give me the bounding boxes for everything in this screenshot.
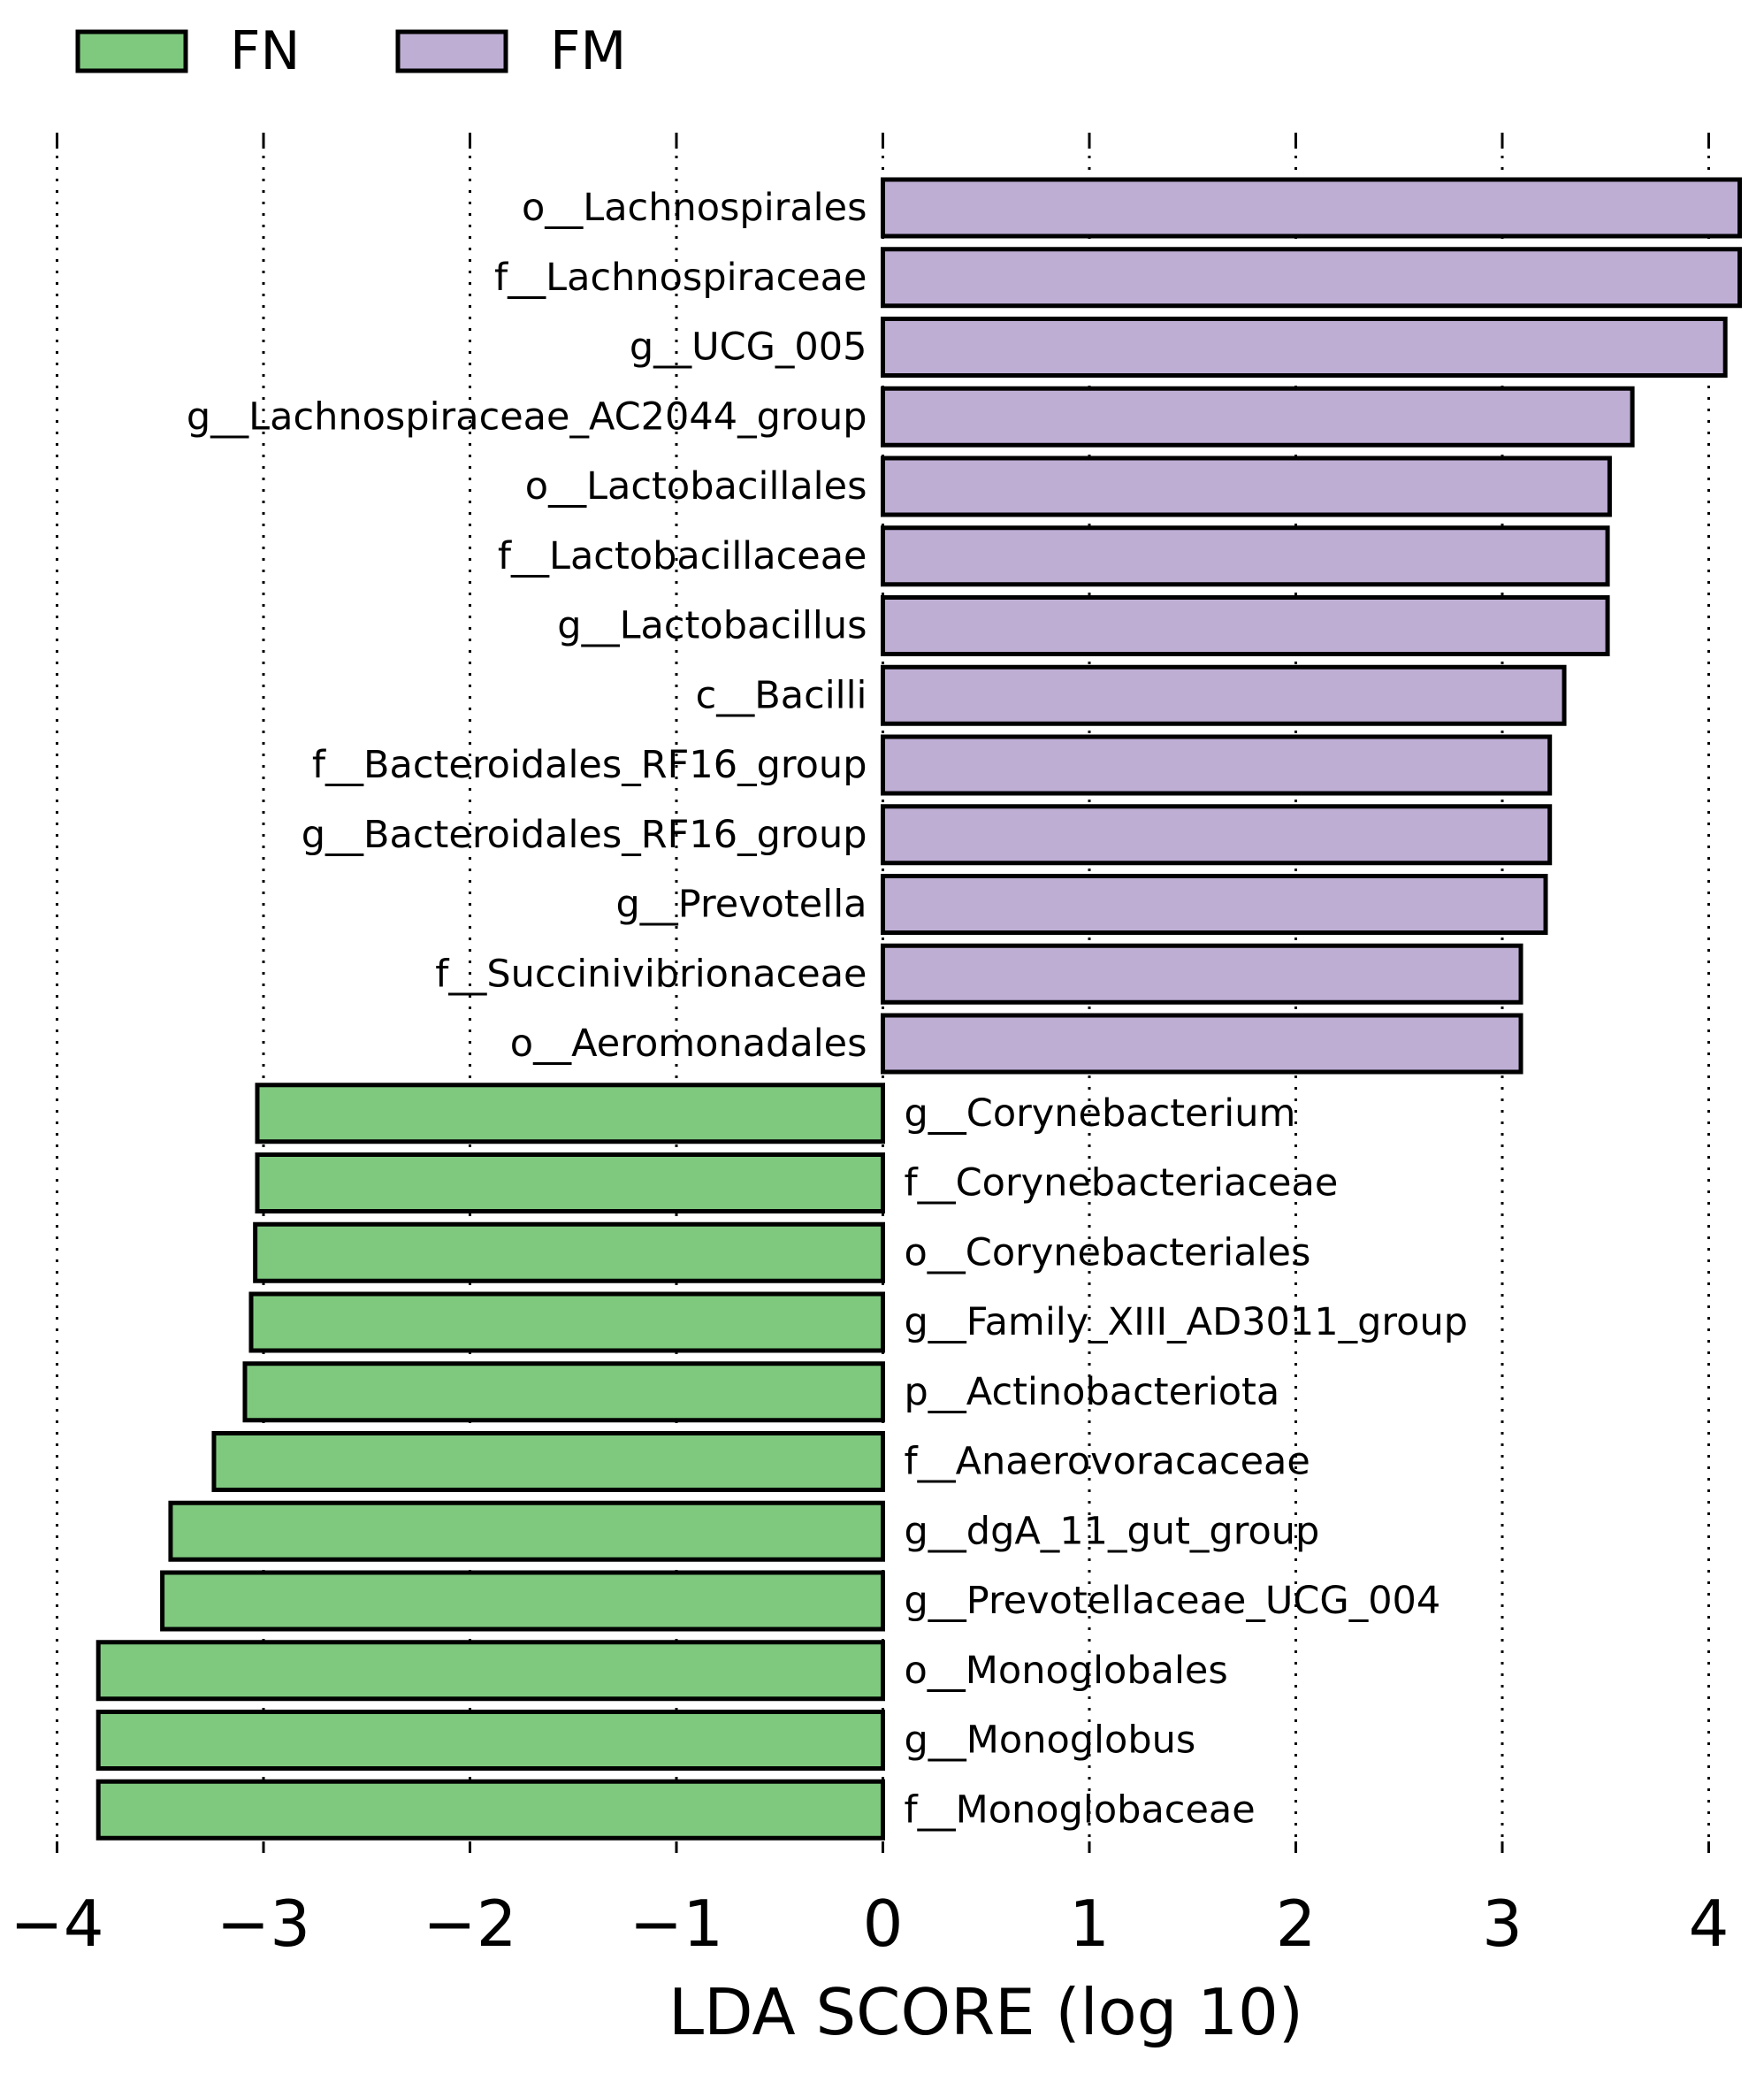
bar-label: o__Lachnospirales — [522, 186, 867, 230]
bar-label: f__Corynebacteriaceae — [905, 1161, 1339, 1206]
bar-label: g__UCG_005 — [630, 325, 867, 370]
bar-g-lachnospiraceae-ac2044-group — [881, 386, 1635, 448]
bar-label: f__Bacteroidales_RF16_group — [312, 743, 867, 787]
legend: FN FM — [75, 20, 626, 82]
bar-label: g__Bacteroidales_RF16_group — [302, 813, 867, 857]
bar-label: o__Aeromonadales — [510, 1022, 867, 1066]
bar-label: c__Bacilli — [696, 673, 867, 717]
bar-label: o__Corynebacteriales — [905, 1230, 1311, 1274]
bar-f-corynebacteriaceae — [255, 1152, 885, 1213]
legend-swatch-fm — [395, 29, 508, 73]
bar-g-dga-11-gut-group — [168, 1500, 886, 1562]
x-tick-label: 3 — [1482, 1887, 1523, 1961]
bar-label: g__Prevotellaceae_UCG_004 — [905, 1579, 1441, 1623]
legend-swatch-fn — [75, 29, 188, 73]
x-tick-label: −2 — [423, 1887, 516, 1961]
bar-c-bacilli — [881, 664, 1567, 726]
bar-g-ucg-005 — [881, 317, 1728, 378]
legend-label-fm: FM — [550, 20, 626, 82]
bar-o-aeromonadales — [881, 1013, 1523, 1075]
bar-label: f__Monoglobaceae — [905, 1787, 1256, 1832]
bar-f-succinivibrionaceae — [881, 943, 1523, 1005]
bar-g-prevotella — [881, 874, 1548, 935]
x-axis-label: LDA SCORE (log 10) — [668, 1975, 1303, 2049]
bar-label: o__Lactobacillales — [525, 464, 867, 509]
bar-f-bacteroidales-rf16-group — [881, 734, 1553, 796]
bar-label: o__Monoglobales — [905, 1649, 1228, 1693]
bar-label: f__Lactobacillaceae — [498, 534, 867, 578]
bar-f-lachnospiraceae — [881, 247, 1743, 309]
bar-o-lactobacillales — [881, 455, 1612, 517]
bar-label: g__Prevotella — [616, 883, 867, 927]
bar-label: f__Lachnospiraceae — [494, 256, 867, 300]
bar-f-lactobacillaceae — [881, 525, 1610, 587]
bar-g-family-xiii-ad3011-group — [248, 1291, 885, 1353]
bar-g-prevotellaceae-ucg-004 — [160, 1570, 885, 1632]
bar-label: f__Anaerovoracaceae — [905, 1440, 1310, 1484]
bar-o-monoglobales — [95, 1640, 885, 1702]
bar-p-actinobacteriota — [242, 1361, 885, 1423]
bar-label: g__dgA_11_gut_group — [905, 1509, 1320, 1553]
x-tick-label: −1 — [630, 1887, 723, 1961]
bar-label: p__Actinobacteriota — [905, 1370, 1280, 1414]
bar-label: g__Lactobacillus — [557, 604, 867, 648]
bar-label: g__Corynebacterium — [905, 1091, 1296, 1136]
x-axis: −4 −3 −2 −1 0 1 2 3 4 — [10, 133, 1729, 1961]
x-tick-label: 4 — [1689, 1887, 1730, 1961]
x-tick-label: −3 — [217, 1887, 310, 1961]
bar-label: f__Succinivibrionaceae — [435, 952, 867, 996]
bar-f-anaerovoracaceae — [211, 1431, 885, 1492]
bar-label: g__Lachnospiraceae_AC2044_group — [187, 394, 867, 439]
x-tick-label: 0 — [863, 1887, 904, 1961]
x-tick-label: 1 — [1069, 1887, 1110, 1961]
bar-g-corynebacterium — [255, 1083, 885, 1144]
x-tick-label: −4 — [10, 1887, 103, 1961]
bar-label: g__Family_XIII_AD3011_group — [905, 1300, 1469, 1344]
bar-o-lachnospirales — [881, 177, 1743, 239]
bar-f-monoglobaceae — [95, 1779, 885, 1841]
bar-o-corynebacteriales — [253, 1221, 886, 1283]
bar-labels-group: o__Lachnospirales f__Lachnospiraceae g__UC… — [187, 186, 1468, 1832]
bars-group — [95, 177, 1743, 1841]
bar-g-monoglobus — [95, 1710, 885, 1771]
bar-g-lactobacillus — [881, 595, 1610, 656]
bar-g-bacteroidales-rf16-group — [881, 804, 1553, 866]
bar-label: g__Monoglobus — [905, 1718, 1196, 1763]
x-tick-label: 2 — [1276, 1887, 1317, 1961]
legend-label-fn: FN — [230, 20, 300, 82]
